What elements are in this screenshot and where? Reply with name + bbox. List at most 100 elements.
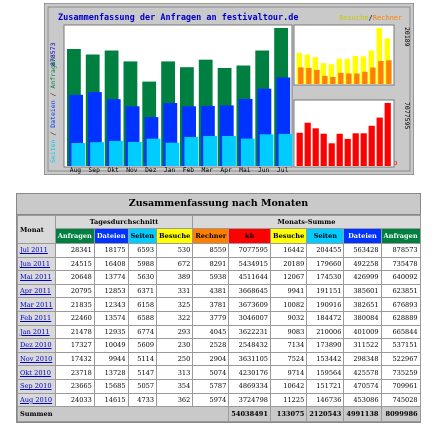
col-month-kb: kb (228, 228, 271, 244)
month-link[interactable]: Okt 2010 (20, 368, 51, 377)
value-cell: 5609 (127, 338, 158, 353)
bar-seiten (278, 133, 293, 166)
value-cell: 174530 (306, 270, 345, 285)
bar-rechner (306, 67, 312, 84)
bar-seiten (109, 140, 123, 166)
month-link[interactable]: Jan 2011 (20, 327, 50, 336)
bar-rechner (314, 69, 320, 84)
month-link[interactable]: Sep 2010 (20, 382, 52, 391)
value-cell: 7134 (269, 338, 308, 353)
value-cell: 709961 (380, 378, 421, 394)
value-cell: 640092 (380, 270, 421, 285)
value-cell: 298348 (343, 351, 382, 367)
value-cell: 10642 (269, 378, 308, 394)
value-cell: 12935 (93, 324, 129, 340)
value-cell: 5114 (127, 351, 158, 367)
value-cell: 385601 (343, 283, 382, 299)
value-cell: 530 (156, 243, 194, 258)
value-cell: 173890 (306, 338, 345, 353)
value-cell: 28341 (54, 243, 95, 258)
bar-rechner (362, 71, 368, 84)
bar-kb (328, 143, 335, 166)
value-cell: 325 (156, 297, 194, 312)
value-cell: 3724798 (228, 392, 271, 408)
value-cell: 5434915 (228, 256, 271, 272)
sum-value: 4991138 (343, 406, 382, 423)
bar-seiten (90, 142, 104, 166)
month-link[interactable]: Apr 2011 (20, 287, 52, 296)
col-daily-anfragen: Anfragen (54, 228, 95, 244)
table-row: Jun 2011 24515 16408 5988 672 8291 5434915 2018… (17, 256, 421, 272)
month-link[interactable]: Jul 2011 (20, 246, 48, 255)
month-cell: Okt 2010 (17, 365, 56, 380)
value-cell: 13728 (93, 365, 129, 380)
bar-kb (376, 117, 383, 166)
bar-kb (368, 125, 375, 166)
value-cell: 354 (156, 378, 194, 394)
value-cell: 426999 (343, 270, 382, 285)
value-cell: 665844 (380, 324, 421, 340)
month-link[interactable]: Nov 2010 (20, 355, 53, 364)
bar-rechner (346, 73, 352, 84)
value-cell: 362 (156, 392, 194, 408)
value-cell: 23718 (54, 365, 95, 380)
value-cell: 735259 (380, 365, 421, 380)
right-top-bars (296, 28, 392, 84)
value-cell: 623851 (380, 283, 421, 299)
value-cell: 10049 (93, 338, 129, 353)
sum-value: 54038491 (228, 406, 271, 423)
value-cell: 3673609 (228, 297, 271, 312)
value-cell: 191151 (306, 283, 345, 299)
chart-svg: Zusammenfassung der Anfragen an festival… (44, 3, 414, 175)
value-cell: 2904 (192, 351, 230, 367)
value-cell: 16408 (93, 256, 129, 272)
x-tick-label: Sep (89, 167, 101, 174)
bar-kb (344, 138, 351, 166)
month-link[interactable]: Dez 2010 (20, 341, 52, 350)
bar-seiten (146, 138, 161, 166)
value-cell: 2548432 (228, 338, 271, 353)
value-cell: 3779 (192, 310, 230, 326)
col-daily-seiten: Seiten (127, 228, 158, 244)
bar-rechner (378, 61, 384, 84)
value-cell: 23665 (54, 378, 95, 394)
x-tick-label: Okt (107, 167, 119, 174)
month-link[interactable]: Aug 2010 (20, 395, 53, 404)
x-axis-labels: Aug Sep Okt Nov Dez Jan Feb Mar Apr Mai Jun Jul (70, 167, 289, 174)
bar-besuche (352, 56, 358, 84)
left-axis-max: 878573 (49, 42, 57, 66)
value-cell: 12343 (93, 297, 129, 312)
month-link[interactable]: Feb 2011 (20, 314, 52, 323)
value-cell: 3781 (192, 297, 230, 312)
value-cell: 2528 (192, 338, 230, 353)
value-cell: 13574 (93, 310, 129, 326)
month-link[interactable]: Jun 2011 (20, 259, 51, 268)
month-link[interactable]: Mai 2011 (20, 273, 52, 282)
value-cell: 4733 (127, 392, 158, 408)
bar-kb (304, 122, 311, 166)
value-cell: 6158 (127, 297, 158, 312)
x-tick-label: Mai (239, 167, 251, 174)
month-link[interactable]: Mar 2011 (20, 300, 53, 309)
month-cell: Mar 2011 (17, 297, 56, 312)
bar-kb (320, 133, 327, 166)
value-cell: 293 (156, 324, 194, 340)
bar-seiten (127, 141, 142, 166)
bar-kb (312, 128, 319, 166)
bar-besuche (336, 58, 342, 84)
sum-value: 133075 (269, 406, 308, 423)
bar-besuche (376, 28, 382, 84)
bar-seiten (203, 136, 217, 166)
value-cell: 470574 (343, 378, 382, 394)
x-tick-label: Feb (183, 167, 195, 174)
value-cell: 3668645 (228, 283, 271, 299)
col-daily-besuche: Besuche (156, 228, 194, 244)
value-cell: 6774 (127, 324, 158, 340)
x-tick-label: Jan (164, 167, 176, 174)
value-cell: 14615 (93, 392, 129, 408)
header-monats-summe: Monats-Summe (192, 215, 421, 229)
month-cell: Jan 2011 (17, 324, 56, 340)
value-cell: 5057 (127, 378, 158, 394)
summary-totals-row: Summen 54038491 133075 2120543 4991138 809998… (16, 406, 421, 423)
x-tick-label: Mar (202, 167, 214, 174)
